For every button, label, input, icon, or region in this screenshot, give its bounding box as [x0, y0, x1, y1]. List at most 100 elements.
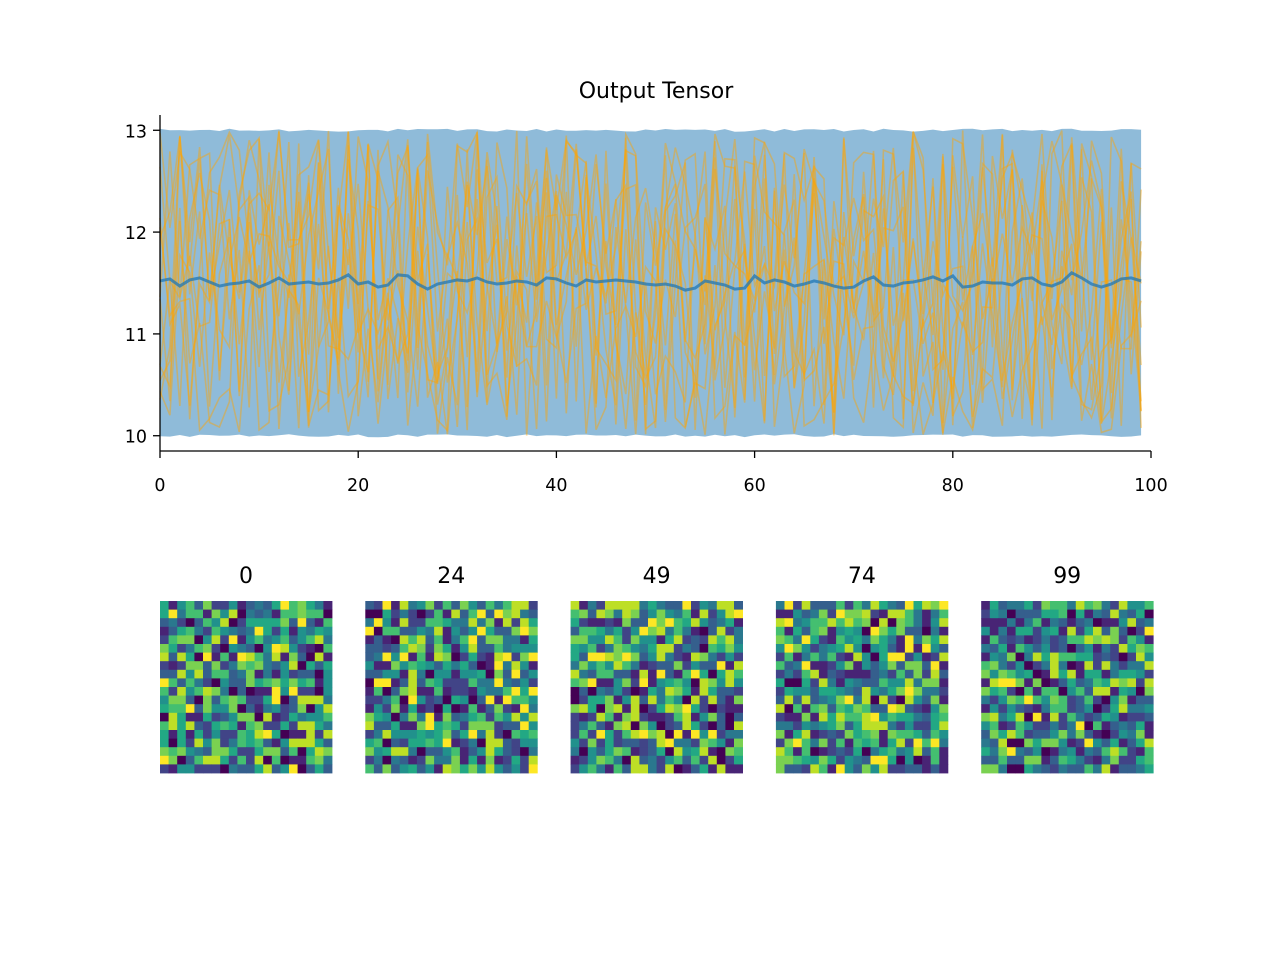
heatmap-cell — [177, 687, 187, 696]
heatmap-cell — [477, 601, 487, 610]
heatmap-cell — [1067, 755, 1077, 765]
heatmap-cell — [605, 609, 614, 619]
heatmap-cell — [416, 609, 426, 619]
heatmap-cell — [373, 730, 383, 739]
heatmap-cell — [699, 618, 709, 628]
heatmap-cell — [477, 712, 487, 722]
heatmap-cell — [861, 609, 871, 619]
heatmap-cell — [836, 721, 846, 731]
heatmap-cell — [203, 601, 212, 610]
heatmap-cell — [511, 764, 521, 774]
heatmap-cell — [520, 695, 530, 705]
heatmap-cell — [596, 678, 606, 688]
heatmap-cell — [1041, 635, 1051, 645]
heatmap-cell — [981, 712, 991, 722]
heatmap-cell — [699, 712, 709, 722]
heatmap-cell — [853, 721, 863, 731]
heatmap-cell — [725, 661, 735, 671]
heatmap-cell — [1015, 687, 1025, 696]
heatmap-cell — [1093, 704, 1102, 714]
heatmap-cell — [468, 661, 478, 671]
heatmap-cell — [194, 626, 204, 636]
heatmap-cell — [836, 669, 846, 679]
heatmap-cell — [613, 626, 623, 636]
heatmap-cell — [904, 635, 914, 645]
heatmap-cell — [913, 661, 923, 671]
heatmap-cell — [289, 695, 298, 705]
heatmap-cell — [228, 755, 238, 765]
heatmap-cell — [451, 609, 461, 619]
heatmap-cell — [1050, 626, 1059, 636]
heatmap-cell — [365, 669, 375, 679]
heatmap-cell — [665, 721, 675, 731]
heatmap-cell — [271, 704, 281, 714]
heatmap-cell — [237, 626, 247, 636]
heatmap-cell — [827, 730, 837, 739]
y-tick-label-13: 13 — [125, 122, 147, 142]
heatmap-cell — [570, 618, 580, 628]
heatmap-cell — [1067, 609, 1077, 619]
heatmap-cell — [793, 747, 803, 757]
heatmap-cell — [520, 635, 530, 645]
heatmap-cell — [844, 678, 854, 688]
heatmap-cell — [998, 635, 1008, 645]
heatmap-cell — [228, 661, 238, 671]
heatmap-cell — [605, 755, 614, 765]
heatmap-cell — [280, 695, 290, 705]
heatmap-cell — [922, 764, 932, 774]
heatmap-cell — [939, 695, 949, 705]
heatmap-cell — [1127, 764, 1137, 774]
heatmap-cell — [271, 687, 281, 696]
heatmap-cell — [682, 644, 692, 653]
heatmap-cell — [1015, 626, 1025, 636]
sample-series-layer — [159, 129, 1142, 436]
heatmap-cell — [725, 764, 735, 774]
heatmap-cell — [887, 618, 897, 628]
heatmap-cell — [246, 712, 255, 722]
heatmap-cell — [520, 738, 530, 748]
heatmap-cell — [477, 635, 487, 645]
heatmap-cell — [930, 712, 940, 722]
heatmap-cell — [468, 687, 478, 696]
heatmap-cell — [784, 738, 794, 748]
heatmap-cell — [160, 695, 169, 705]
heatmap-cell — [989, 695, 999, 705]
heatmap-cell — [998, 712, 1008, 722]
heatmap-cell — [1024, 747, 1034, 757]
heatmap-cell — [528, 747, 538, 757]
heatmap-cell — [810, 764, 820, 774]
heatmap-cell — [793, 712, 803, 722]
heatmap-cell — [399, 644, 409, 653]
heatmap-cell — [673, 721, 683, 731]
heatmap-cell — [168, 755, 178, 765]
heatmap-cell — [579, 712, 589, 722]
heatmap-cell — [725, 618, 735, 628]
heatmap-cell — [1136, 764, 1145, 774]
heatmap-cell — [203, 661, 212, 671]
heatmap-cell — [373, 738, 383, 748]
heatmap-cell — [682, 704, 692, 714]
heatmap-cell — [323, 738, 333, 748]
heatmap-cell — [391, 644, 401, 653]
heatmap-cell — [280, 764, 290, 774]
heatmap-cell — [323, 755, 333, 765]
heatmap-cell — [399, 721, 409, 731]
heatmap-cell — [665, 747, 675, 757]
heatmap-cell — [185, 669, 195, 679]
heatmap-cell — [818, 764, 828, 774]
heatmap-cell — [528, 618, 538, 628]
heatmap-cell — [459, 755, 469, 765]
heatmap-cell — [1007, 687, 1016, 696]
heatmap-cell — [297, 730, 307, 739]
heatmap-cell — [416, 635, 426, 645]
heatmap-cell — [1084, 764, 1094, 774]
heatmap-cell — [1110, 730, 1120, 739]
heatmap-cell — [1136, 738, 1145, 748]
heatmap-cell — [613, 652, 623, 662]
heatmap-cell — [246, 644, 255, 653]
heatmap-cell — [836, 678, 846, 688]
heatmap-cell — [459, 730, 469, 739]
heatmap-cell — [425, 652, 435, 662]
heatmap-cell — [468, 609, 478, 619]
heatmap-cell — [1041, 695, 1051, 705]
